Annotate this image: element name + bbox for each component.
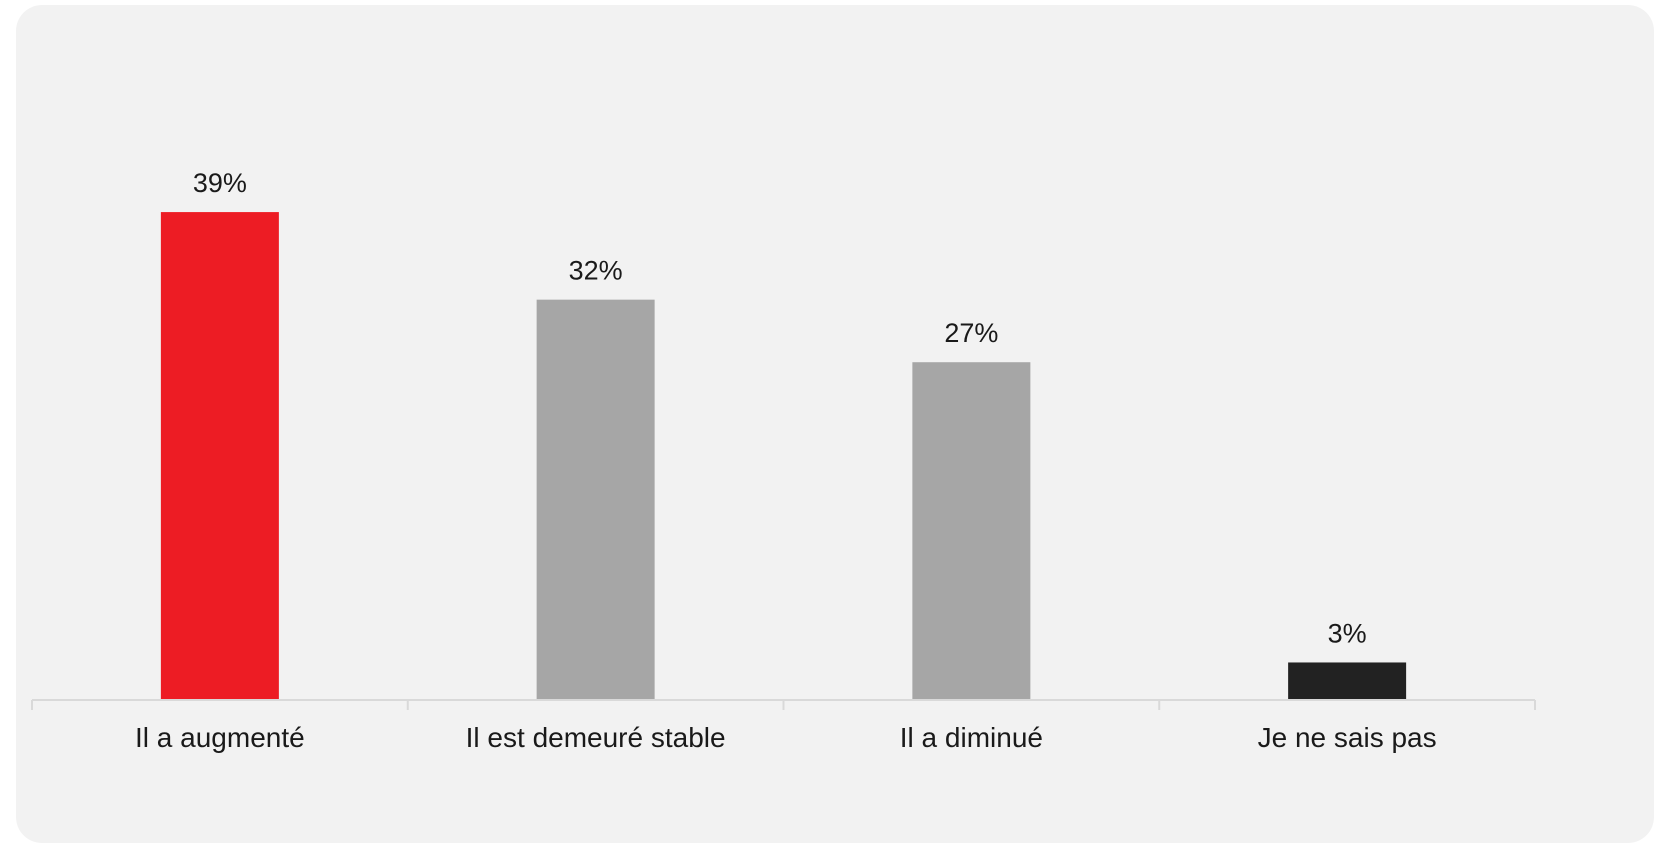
category-labels-layer: Il a augmenté Il est demeuré stable Il a d… xyxy=(135,722,1437,753)
bar xyxy=(160,212,279,700)
data-label: 32% xyxy=(569,256,623,286)
x-axis xyxy=(31,699,1536,710)
data-label: 39% xyxy=(193,168,247,198)
bars-layer xyxy=(160,212,1407,700)
category-label: Il a augmenté xyxy=(135,722,305,753)
bar xyxy=(912,362,1031,700)
bar xyxy=(536,299,655,700)
data-label: 3% xyxy=(1328,618,1367,648)
bar xyxy=(1288,662,1407,700)
chart-card: 39% 32% 27% 3% Il a augmenté Il est demeuré … xyxy=(16,5,1654,843)
category-label: Il est demeuré stable xyxy=(466,722,726,753)
value-labels-layer: 39% 32% 27% 3% xyxy=(193,168,1367,648)
bar-chart: 39% 32% 27% 3% Il a augmenté Il est demeuré … xyxy=(31,168,1536,753)
data-label: 27% xyxy=(944,318,998,348)
category-label: Il a diminué xyxy=(900,722,1043,753)
category-label: Je ne sais pas xyxy=(1258,722,1437,753)
